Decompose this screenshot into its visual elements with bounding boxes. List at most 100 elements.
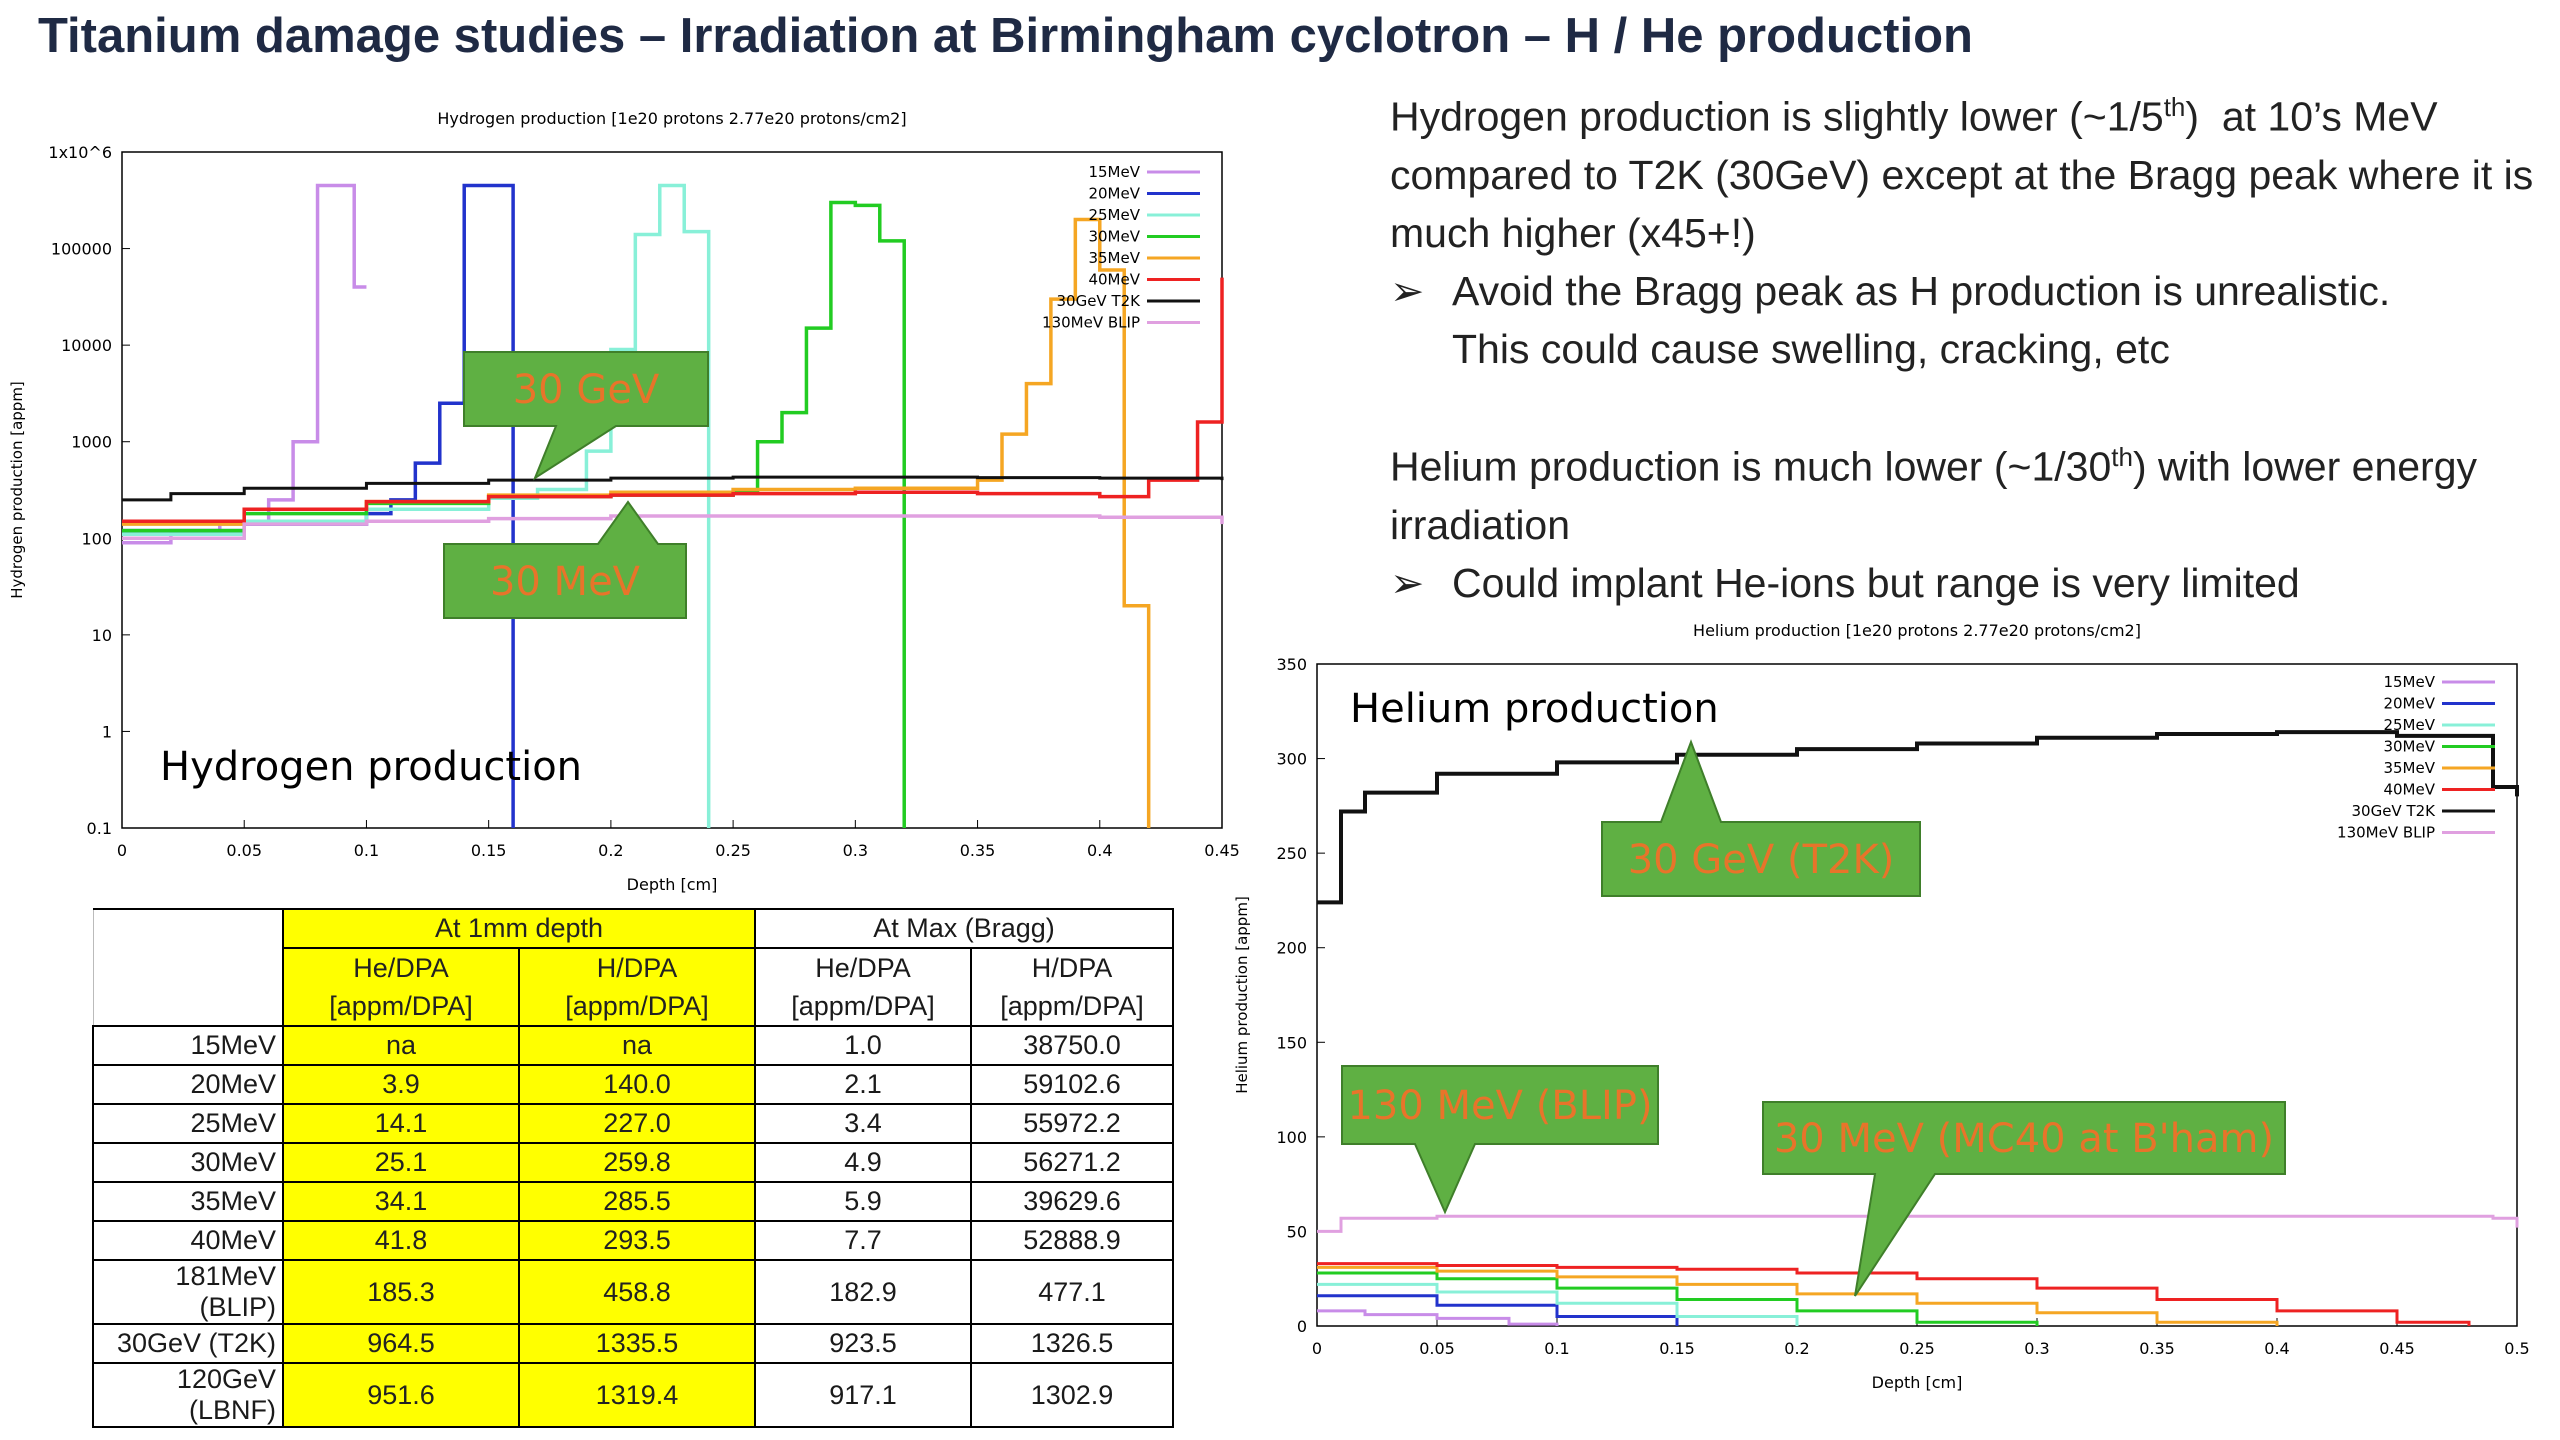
table-cell: 140.0 [518, 1064, 756, 1105]
legend-label: 25MeV [1088, 206, 1140, 224]
he-mc40-callout-shape [1762, 1101, 2286, 1297]
x-tick-label: 0.1 [354, 841, 379, 860]
col-unit: [appm/DPA] [754, 987, 972, 1027]
table-cell: na [518, 1025, 756, 1066]
series-25mev [122, 183, 711, 828]
he-blip-callout-shape [1341, 1065, 1659, 1215]
legend-label: 35MeV [2383, 759, 2435, 777]
legend-label: 15MeV [2383, 673, 2435, 691]
y-tick-label: 100 [1276, 1128, 1307, 1147]
col-header: H/DPA [970, 947, 1174, 987]
x-tick-label: 0.5 [2504, 1339, 2529, 1358]
row-label: 25MeV [92, 1103, 284, 1144]
y-tick-label: 1x10^6 [48, 143, 112, 162]
y-tick-label: 350 [1276, 655, 1307, 674]
x-tick-label: 0.4 [2264, 1339, 2289, 1358]
series-30gev-t2k [1317, 730, 2519, 905]
he-30gev-callout-text: 30 GeV (T2K) [1628, 837, 1895, 883]
table-cell: 951.6 [282, 1362, 520, 1428]
helium-chart: Helium production [1e20 protons 2.77e20 … [1233, 621, 2530, 1392]
row-label: 181MeV (BLIP) [92, 1259, 284, 1325]
y-tick-label: 100000 [51, 240, 112, 259]
series-130mev-blip [1317, 1214, 2519, 1233]
y-tick-label: 0 [1297, 1317, 1307, 1336]
plot-frame [121, 151, 1223, 829]
x-tick-label: 0 [1312, 1339, 1322, 1358]
series-15mev [1317, 1309, 1559, 1326]
col-unit: [appm/DPA] [282, 987, 520, 1027]
series-20mev [1317, 1294, 1679, 1326]
legend-label: 130MeV BLIP [1042, 314, 1140, 332]
bullet-arrow-icon: ➢ [1390, 267, 1425, 314]
table-row: 15MeV na na 1.0 38750.0 [92, 1025, 1174, 1066]
x-tick-label: 0.25 [715, 841, 751, 860]
table-corner [92, 908, 284, 948]
y-tick-label: 150 [1276, 1033, 1307, 1052]
y-tick-label: 0.1 [87, 819, 112, 838]
table-cell: 1.0 [754, 1025, 972, 1066]
x-tick-label: 0.3 [2024, 1339, 2049, 1358]
table-row: 25MeV 14.1 227.0 3.4 55972.2 [92, 1103, 1174, 1144]
x-tick-label: 0.2 [1784, 1339, 1809, 1358]
table-cell: 293.5 [518, 1220, 756, 1261]
x-tick-label: 0.35 [960, 841, 996, 860]
hydrogen-bullet: ➢ Avoid the Bragg peak as H production is… [1390, 262, 2550, 378]
table-row: 30MeV 25.1 259.8 4.9 56271.2 [92, 1142, 1174, 1183]
x-tick-label: 0.15 [471, 841, 507, 860]
series-30mev [1317, 1271, 2039, 1326]
table-cell: 923.5 [754, 1323, 972, 1364]
table-cell: 227.0 [518, 1103, 756, 1144]
helium-bullet: ➢ Could implant He-ions but range is very… [1390, 554, 2550, 612]
row-label: 20MeV [92, 1064, 284, 1105]
row-label: 30MeV [92, 1142, 284, 1183]
table-cell: 5.9 [754, 1181, 972, 1222]
table-row: 40MeV 41.8 293.5 7.7 52888.9 [92, 1220, 1174, 1261]
helium-paragraph: Helium production is much lower (~1/30th… [1390, 442, 2478, 548]
table-cell: 1326.5 [970, 1323, 1174, 1364]
col-header: He/DPA [754, 947, 972, 987]
x-tick-label: 0.3 [843, 841, 868, 860]
table-cell: 38750.0 [970, 1025, 1174, 1066]
row-label: 120GeV (LBNF) [92, 1362, 284, 1428]
row-label: 15MeV [92, 1025, 284, 1066]
table-cell: 56271.2 [970, 1142, 1174, 1183]
table-cell: 1335.5 [518, 1323, 756, 1364]
y-tick-label: 300 [1276, 750, 1307, 769]
y-tick-label: 250 [1276, 844, 1307, 863]
table-cell: 1319.4 [518, 1362, 756, 1428]
table-unit-row: [appm/DPA] [appm/DPA] [appm/DPA] [appm/D… [92, 987, 1174, 1027]
x-tick-label: 0.1 [1544, 1339, 1569, 1358]
helium-notes: Helium production is much lower (~1/30th… [1390, 428, 2550, 612]
x-tick-label: 0.2 [598, 841, 623, 860]
plot-frame [1316, 663, 2518, 1327]
table-body: 15MeV na na 1.0 38750.0 20MeV 3.9 140.0 2.1 59102… [92, 1025, 1174, 1428]
table-cell: 917.1 [754, 1362, 972, 1428]
y-tick-label: 10 [92, 626, 112, 645]
series-25mev [1317, 1282, 1799, 1326]
series-40mev [122, 277, 1224, 524]
row-label: 30GeV (T2K) [92, 1323, 284, 1364]
legend-label: 20MeV [1088, 185, 1140, 203]
x-tick-label: 0.05 [1419, 1339, 1455, 1358]
table-cell: 59102.6 [970, 1064, 1174, 1105]
h-30mev-callout-text: 30 MeV [490, 559, 641, 605]
table-row: 120GeV (LBNF) 951.6 1319.4 917.1 1302.9 [92, 1362, 1174, 1428]
y-axis-label: Helium production [appm] [1233, 896, 1251, 1094]
col-header: He/DPA [282, 947, 520, 987]
x-axis-label: Depth [cm] [627, 875, 718, 894]
y-tick-label: 1 [102, 722, 112, 741]
table-cell: 14.1 [282, 1103, 520, 1144]
table-cell: 52888.9 [970, 1220, 1174, 1261]
legend-label: 30MeV [1088, 228, 1140, 246]
inner-label: Helium production [1350, 686, 1719, 732]
legend-label: 15MeV [1088, 163, 1140, 181]
table-cell: 7.7 [754, 1220, 972, 1261]
legend-label: 40MeV [2383, 781, 2435, 799]
hydrogen-chart: Hydrogen production [1e20 protons 2.77e2… [8, 109, 1240, 894]
he-mc40-callout-text: 30 MeV (MC40 at B'ham) [1774, 1116, 2274, 1162]
x-tick-label: 0.35 [2139, 1339, 2175, 1358]
x-tick-label: 0.05 [226, 841, 262, 860]
x-tick-label: 0.25 [1899, 1339, 1935, 1358]
hydrogen-bullet-line-2: This could cause swelling, cracking, etc [1452, 325, 2170, 372]
table-cell: 2.1 [754, 1064, 972, 1105]
